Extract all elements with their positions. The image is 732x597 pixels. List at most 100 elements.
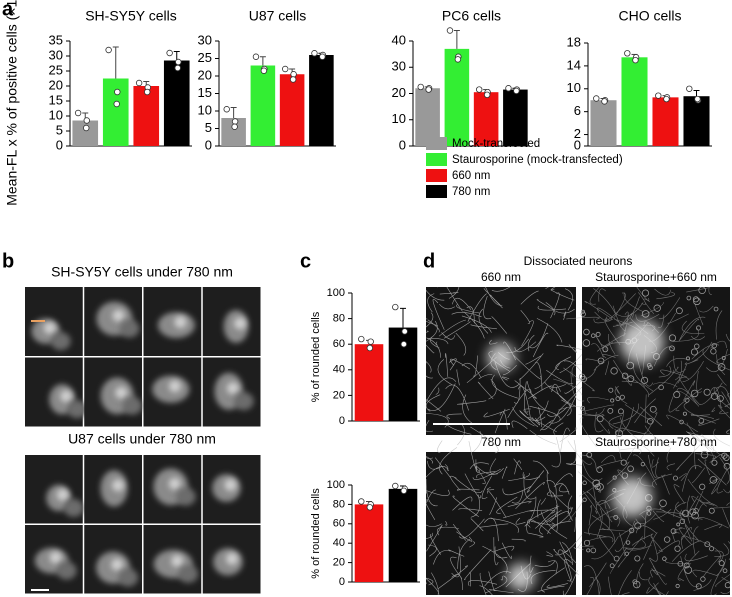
debris: [711, 342, 717, 349]
debris: [698, 418, 705, 424]
data-point: [366, 504, 374, 511]
data-point: [417, 83, 424, 91]
glow: [507, 563, 535, 591]
bar: [354, 504, 384, 582]
cell: [234, 317, 247, 330]
debris: [621, 372, 629, 380]
y-tick-label: 0: [339, 576, 345, 588]
debris: [674, 545, 681, 552]
debris: [641, 310, 650, 318]
glow: [487, 343, 515, 371]
bar: [590, 100, 617, 146]
debris: [700, 576, 706, 582]
debris: [698, 287, 706, 295]
y-tick-label: 0: [205, 137, 212, 152]
debris: [653, 304, 661, 312]
legend-swatch: [426, 137, 447, 150]
debris: [582, 480, 587, 486]
debris: [683, 562, 690, 569]
debris: [723, 454, 730, 461]
legend-label: 780 nm: [452, 186, 490, 198]
debris: [628, 527, 635, 534]
debris: [675, 307, 683, 315]
debris: [703, 388, 711, 396]
cell: [233, 392, 254, 411]
image-label: 660 nm: [481, 270, 521, 284]
data-point: [105, 46, 112, 54]
image-label: Staurosporine+660 nm: [595, 270, 717, 284]
y-tick-label: 10: [49, 107, 63, 122]
debris: [607, 407, 614, 414]
debris: [597, 357, 605, 365]
y-tick-label: 40: [333, 364, 345, 376]
y-tick-label: 60: [333, 518, 345, 530]
data-point: [358, 498, 365, 505]
debris: [700, 450, 709, 459]
glow: [612, 477, 652, 517]
data-point: [400, 341, 408, 348]
data-point: [505, 85, 512, 92]
debris: [632, 579, 638, 585]
bar: [72, 120, 99, 146]
neuron-images: [426, 287, 730, 595]
debris: [723, 462, 730, 470]
debris: [717, 395, 724, 402]
legend-label: 660 nm: [452, 170, 490, 182]
cell: [225, 552, 238, 565]
debris: [722, 568, 728, 574]
bar: [473, 92, 499, 146]
debris: [580, 405, 586, 411]
y-tick-label: 2: [574, 126, 581, 141]
debris: [690, 348, 698, 356]
debris: [686, 295, 692, 301]
panel-label: b: [2, 250, 14, 272]
debris: [670, 528, 677, 535]
cell: [118, 568, 139, 587]
debris: [679, 419, 684, 425]
debris: [590, 547, 597, 554]
debris: [602, 346, 609, 353]
y-tick-label: 15: [49, 92, 63, 107]
cell: [224, 479, 237, 492]
debris: [610, 398, 615, 403]
data-point: [83, 117, 90, 124]
data-point: [476, 86, 483, 93]
image-label: 780 nm: [481, 435, 521, 449]
debris: [699, 483, 706, 490]
chart-title: PC6 cells: [442, 8, 501, 24]
bar: [683, 96, 710, 146]
chart-title: CHO cells: [618, 8, 681, 24]
debris: [641, 289, 650, 297]
debris: [710, 392, 719, 400]
debris: [658, 384, 664, 391]
debris: [673, 391, 681, 399]
debris: [704, 541, 711, 548]
cell: [174, 316, 187, 329]
debris: [583, 539, 591, 547]
debris: [685, 356, 690, 361]
panel-title: SH-SY5Y cells under 780 nm: [51, 264, 233, 280]
data-point: [446, 27, 454, 34]
debris: [646, 363, 652, 368]
cell: [60, 390, 73, 403]
data-point: [175, 58, 182, 66]
bar: [102, 78, 129, 146]
legend-label: Mock-transfected: [452, 138, 540, 150]
data-point: [601, 98, 608, 105]
y-tick-label: 60: [333, 338, 345, 350]
cell: [63, 498, 84, 517]
y-tick-label: 20: [49, 77, 63, 92]
data-point: [425, 86, 432, 93]
debris: [676, 522, 681, 527]
debris: [580, 375, 587, 383]
data-point: [282, 65, 289, 73]
data-point: [289, 76, 297, 83]
debris: [681, 509, 690, 518]
debris: [586, 548, 591, 553]
debris: [668, 334, 677, 342]
legend-swatch: [426, 185, 447, 198]
cell: [112, 479, 125, 492]
debris: [695, 325, 702, 331]
debris: [608, 387, 614, 393]
